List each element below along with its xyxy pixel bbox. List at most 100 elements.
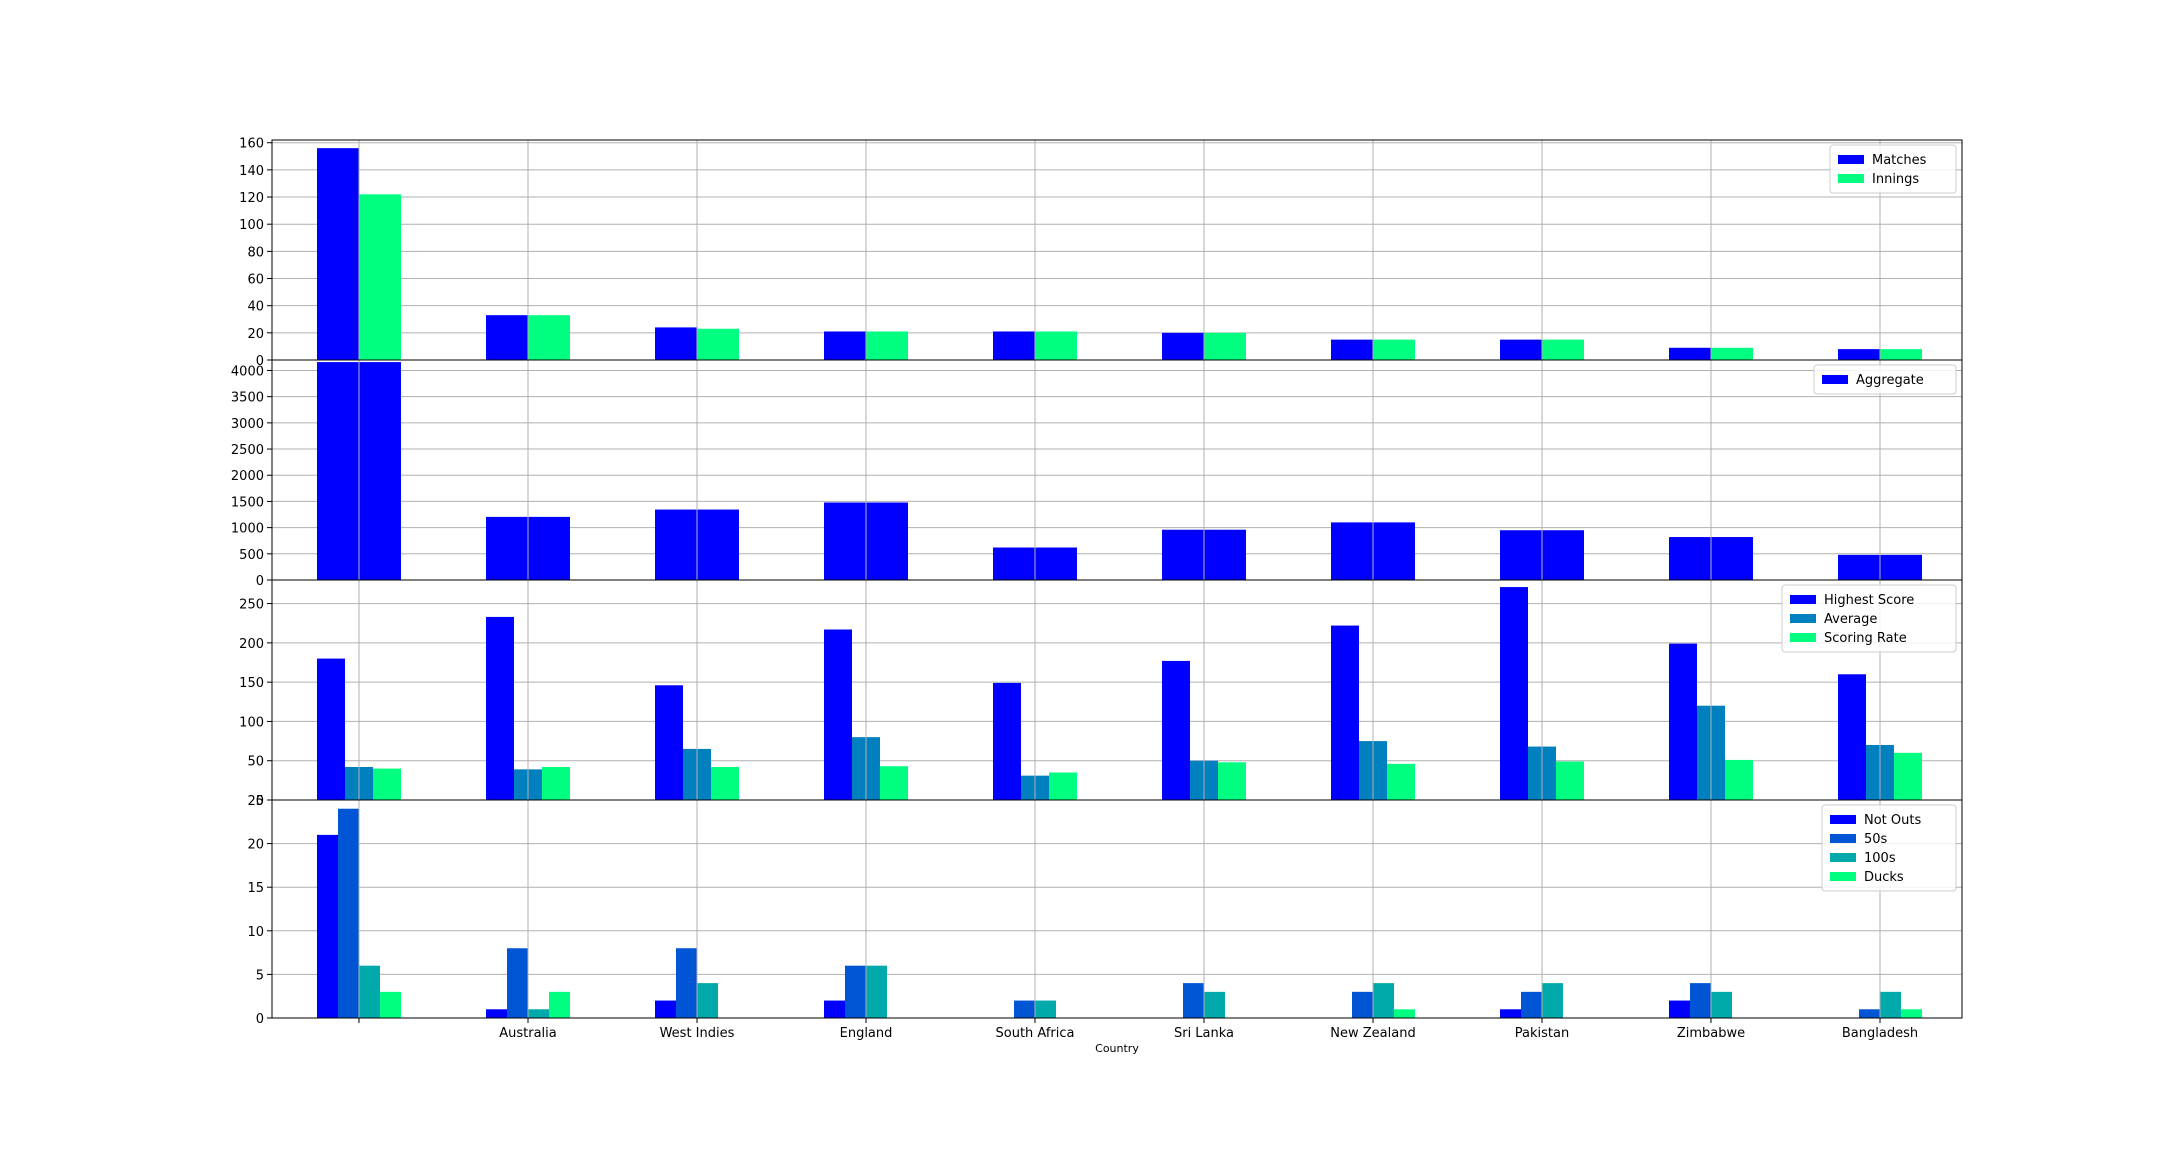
bar-innings	[359, 194, 401, 360]
legend-swatch	[1830, 834, 1856, 843]
legend-label: Matches	[1872, 153, 1927, 168]
ytick-label: 80	[247, 245, 264, 260]
ytick-label: 3000	[231, 417, 264, 432]
legend-swatch	[1838, 155, 1864, 164]
ytick-label: 250	[239, 598, 264, 613]
bar-100s	[697, 983, 718, 1018]
bar-innings	[1880, 349, 1922, 360]
bar-50s	[338, 808, 359, 1018]
ytick-label: 1500	[231, 495, 264, 510]
ytick-label: 15	[247, 881, 264, 896]
legend-swatch	[1830, 853, 1856, 862]
xtick-label: Sri Lanka	[1174, 1026, 1234, 1041]
ytick-label: 2500	[231, 443, 264, 458]
ytick-label: 5	[256, 968, 264, 983]
legend-frame	[1821, 804, 1957, 892]
legend-swatch	[1790, 633, 1816, 642]
ytick-label: 40	[247, 300, 264, 315]
bar-matches	[1162, 332, 1204, 360]
bar-scoring-rate	[373, 768, 401, 800]
panel-4: 0 5 10 15 20 25 Not Outs 50s 100s Ducks	[247, 794, 1963, 1027]
xtick-label: Pakistan	[1515, 1026, 1569, 1041]
bar-100s	[866, 965, 887, 1018]
legend: Aggregate	[1813, 364, 1957, 395]
bar-not-outs	[1500, 1009, 1521, 1018]
ytick-label: 100	[239, 715, 264, 730]
bar-highest-score	[993, 682, 1021, 800]
legend-frame	[1813, 364, 1957, 395]
bar-100s	[1711, 991, 1732, 1018]
bar-50s	[1690, 983, 1711, 1018]
legend-label: Aggregate	[1856, 373, 1924, 388]
bar-innings	[866, 331, 908, 360]
bar-100s	[1542, 983, 1563, 1018]
bar-100s	[528, 1009, 549, 1018]
xtick-label: West Indies	[660, 1026, 735, 1041]
legend-frame	[1781, 584, 1957, 653]
legend-swatch	[1830, 872, 1856, 881]
bar-matches	[1331, 339, 1373, 360]
legend-swatch	[1790, 595, 1816, 604]
legend-swatch	[1838, 174, 1864, 183]
bar-scoring-rate	[880, 766, 908, 800]
bar-innings	[1035, 331, 1077, 360]
legend-label: Scoring Rate	[1824, 631, 1907, 646]
legend: Highest Score Average Scoring Rate	[1781, 584, 1957, 653]
bar-matches	[655, 327, 697, 360]
xtick-label: South Africa	[996, 1026, 1075, 1041]
ytick-label: 0	[256, 574, 264, 589]
ytick-label: 140	[239, 164, 264, 179]
panel-1: 0 20 40 60 80 100 120 140 160 Matches Innings	[239, 137, 1963, 369]
panel-3: 0 50 100 150 200 250 Highest Score Average Scori…	[239, 579, 1963, 809]
xtick-label: New Zealand	[1330, 1026, 1415, 1041]
bar-not-outs	[824, 1000, 845, 1018]
legend-label: Highest Score	[1824, 593, 1914, 608]
panel-2: 0 500 1000 1500 2000 2500 3000 3500 4000 Aggregat…	[231, 359, 1963, 589]
ytick-label: 0	[256, 794, 264, 809]
ytick-label: 50	[247, 755, 264, 770]
bar-scoring-rate	[1556, 761, 1584, 800]
ytick-label: 0	[256, 354, 264, 369]
bar-innings	[1373, 339, 1415, 360]
bar-highest-score	[655, 685, 683, 800]
bar-innings	[697, 328, 739, 360]
bar-scoring-rate	[1049, 772, 1077, 800]
legend-label: Ducks	[1864, 870, 1904, 885]
bar-ducks	[549, 991, 570, 1018]
ytick-label: 20	[247, 838, 264, 853]
bar-100s	[1035, 1000, 1056, 1018]
bar-100s	[1880, 991, 1901, 1018]
bar-scoring-rate	[1387, 763, 1415, 800]
bar-scoring-rate	[1894, 752, 1922, 800]
bar-50s	[1352, 991, 1373, 1018]
xtick-label: Zimbabwe	[1677, 1026, 1745, 1041]
bar-not-outs	[655, 1000, 676, 1018]
legend-label: Not Outs	[1864, 813, 1921, 828]
bar-scoring-rate	[711, 767, 739, 800]
bar-highest-score	[1162, 660, 1190, 800]
ytick-label: 4000	[231, 364, 264, 379]
legend-swatch	[1790, 614, 1816, 623]
bar-50s	[676, 948, 697, 1018]
ytick-label: 100	[239, 218, 264, 233]
ytick-label: 1000	[231, 522, 264, 537]
bar-highest-score	[1500, 587, 1528, 800]
bar-highest-score	[317, 658, 345, 800]
bar-innings	[1204, 332, 1246, 360]
bar-not-outs	[486, 1009, 507, 1018]
legend-label: Average	[1824, 612, 1877, 627]
bar-100s	[359, 965, 380, 1018]
bar-innings	[1542, 339, 1584, 360]
ytick-label: 0	[256, 1012, 264, 1027]
bar-ducks	[1394, 1009, 1415, 1018]
x-axis-label: Country	[1095, 1042, 1139, 1055]
bar-not-outs	[317, 834, 338, 1018]
ytick-label: 3500	[231, 391, 264, 406]
bar-scoring-rate	[1725, 759, 1753, 800]
bar-innings	[528, 315, 570, 360]
bar-highest-score	[1331, 625, 1359, 800]
panel-frame	[271, 799, 1963, 1019]
bar-100s	[1204, 991, 1225, 1018]
